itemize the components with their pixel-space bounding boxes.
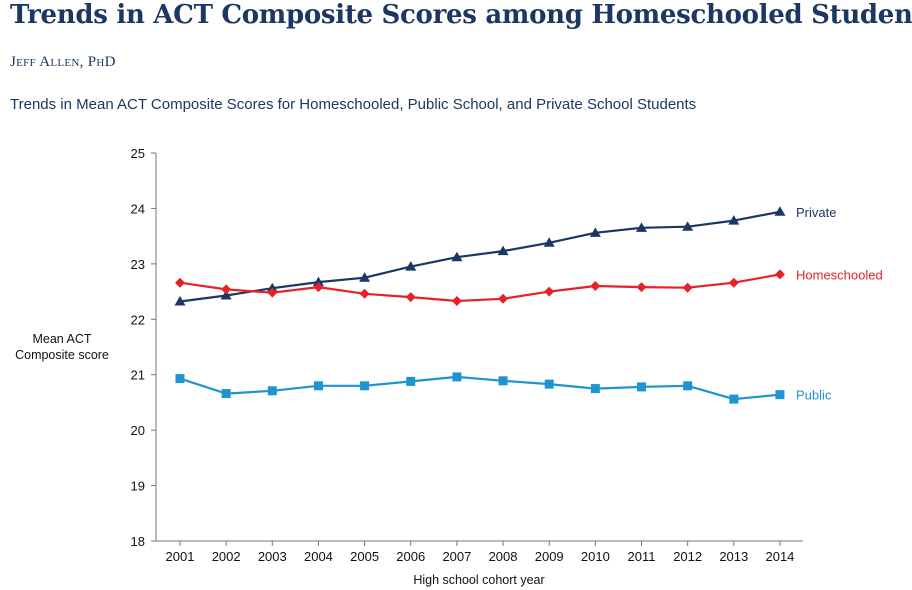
x-tick-label: 2006 xyxy=(396,549,425,564)
x-tick-label: 2014 xyxy=(765,549,794,564)
marker-private xyxy=(405,261,417,271)
page-title: Trends in ACT Composite Scores among Hom… xyxy=(10,0,912,30)
x-tick-label: 2003 xyxy=(258,549,287,564)
marker-private xyxy=(774,206,786,216)
marker-public xyxy=(452,372,462,382)
marker-private xyxy=(497,245,509,256)
marker-homeschooled xyxy=(267,287,278,298)
marker-homeschooled xyxy=(175,277,185,288)
marker-homeschooled xyxy=(498,293,509,304)
marker-public xyxy=(267,386,277,396)
x-tick-label: 2013 xyxy=(719,549,748,564)
marker-private xyxy=(543,237,555,247)
series-label-private: Private xyxy=(796,205,836,220)
x-tick-label: 2011 xyxy=(628,549,656,564)
y-tick-label: 18 xyxy=(131,534,145,549)
marker-homeschooled xyxy=(313,282,324,293)
marker-homeschooled xyxy=(636,282,647,293)
x-tick-label: 2008 xyxy=(489,549,518,564)
y-tick-label: 25 xyxy=(131,146,145,161)
marker-public xyxy=(729,394,739,404)
marker-homeschooled xyxy=(359,288,370,299)
marker-homeschooled xyxy=(590,281,601,292)
y-axis-label-line-1: Mean ACT xyxy=(32,332,91,346)
y-tick-label: 20 xyxy=(131,423,145,438)
marker-private xyxy=(220,289,232,300)
marker-public xyxy=(406,376,416,386)
author-name: Jeff Allen, PhD xyxy=(10,54,116,70)
x-tick-label: 2012 xyxy=(673,549,702,564)
marker-homeschooled xyxy=(544,286,555,297)
x-tick-label: 2009 xyxy=(535,549,564,564)
y-tick-label: 21 xyxy=(131,368,145,383)
marker-public xyxy=(360,381,370,391)
marker-public xyxy=(637,382,646,392)
marker-private xyxy=(359,272,371,282)
x-tick-label: 2001 xyxy=(166,549,195,564)
series-layer: Private Homeschooled Public xyxy=(174,205,883,404)
y-tick-label: 23 xyxy=(131,257,145,272)
marker-private xyxy=(312,276,324,287)
x-tick-label: 2010 xyxy=(581,549,610,564)
marker-public xyxy=(544,379,554,389)
x-axis: 2001 2002 2003 2004 2005 2006 2007 2008 2009 2010… xyxy=(156,540,803,564)
marker-private xyxy=(728,215,740,225)
marker-private xyxy=(266,282,278,293)
y-tick-label: 24 xyxy=(131,201,145,216)
series-line-homeschooled xyxy=(179,273,781,303)
marker-public xyxy=(683,381,693,391)
series-label-public: Public xyxy=(796,388,832,403)
marker-public xyxy=(221,389,231,399)
marker-homeschooled xyxy=(682,282,693,293)
x-tick-label: 2004 xyxy=(304,549,333,564)
series-line-private xyxy=(179,210,781,303)
series-line-public xyxy=(179,375,781,401)
marker-public xyxy=(498,376,508,386)
marker-homeschooled xyxy=(451,295,462,306)
chart-subtitle: Trends in Mean ACT Composite Scores for … xyxy=(10,96,697,113)
marker-homeschooled xyxy=(728,277,739,288)
y-axis-label-line-2: Composite score xyxy=(15,348,109,362)
marker-private xyxy=(589,227,601,237)
x-axis-label: High school cohort year xyxy=(413,573,544,587)
marker-private xyxy=(682,221,694,231)
marker-homeschooled xyxy=(405,292,416,303)
series-label-homeschooled: Homeschooled xyxy=(796,267,883,282)
y-axis: 18 19 20 21 22 23 24 25 xyxy=(131,146,157,549)
marker-public xyxy=(775,390,785,400)
marker-homeschooled xyxy=(221,284,232,295)
marker-homeschooled xyxy=(774,269,785,280)
marker-public xyxy=(313,381,323,391)
y-tick-label: 22 xyxy=(131,312,145,327)
y-tick-label: 19 xyxy=(131,479,145,494)
marker-public xyxy=(590,384,600,394)
marker-private xyxy=(174,296,186,306)
marker-public xyxy=(175,374,185,384)
marker-private xyxy=(451,251,463,262)
x-tick-label: 2005 xyxy=(350,549,379,564)
marker-private xyxy=(636,222,647,232)
x-tick-label: 2002 xyxy=(212,549,241,564)
x-tick-label: 2007 xyxy=(442,549,471,564)
